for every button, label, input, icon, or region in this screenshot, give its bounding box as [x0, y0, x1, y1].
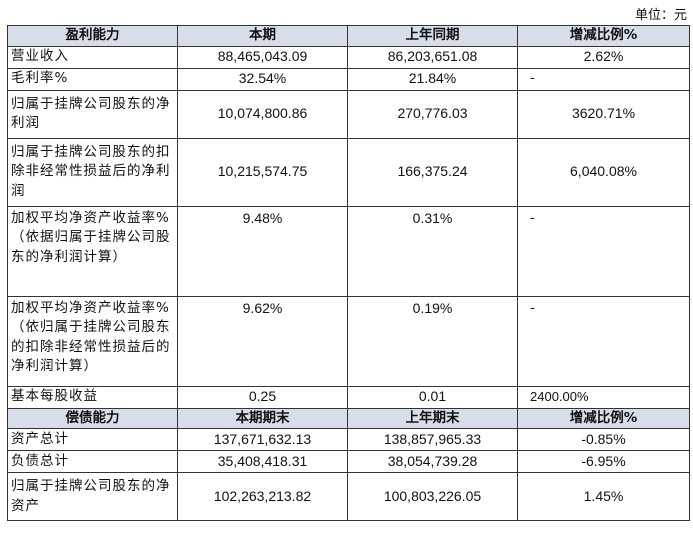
header-cell: 增减比例% — [517, 25, 690, 47]
prior-value: 21.84% — [347, 67, 518, 91]
current-value: 32.54% — [177, 67, 348, 91]
change-value: -0.85% — [517, 428, 690, 451]
current-value: 10,215,574.75 — [177, 137, 348, 207]
header-cell: 偿债能力 — [7, 407, 178, 429]
header-cell: 本期 — [177, 25, 348, 47]
row-label: 归属于挂牌公司股东的净利润 — [7, 89, 178, 139]
row-label: 基本每股收益 — [7, 385, 178, 409]
financial-table: 盈利能力 本期 上年同期 增减比例% 营业收入 88,465,043.09 86… — [7, 25, 690, 521]
header-cell: 上年同期 — [347, 25, 518, 47]
change-value: - — [517, 67, 690, 91]
current-value: 88,465,043.09 — [177, 45, 348, 69]
current-value: 9.62% — [177, 295, 348, 387]
row-label: 资产总计 — [7, 428, 178, 451]
row-label: 归属于挂牌公司股东的扣除非经常性损益后的净利润 — [7, 137, 178, 207]
prior-value: 270,776.03 — [347, 89, 518, 139]
table-row: 资产总计 137,671,632.13 138,857,965.33 -0.85… — [7, 428, 690, 451]
header-cell: 本期期末 — [177, 407, 348, 429]
table-row: 负债总计 35,408,418.31 38,054,739.28 -6.95% — [7, 450, 690, 473]
table-row: 加权平均净资产收益率%（依归属于挂牌公司股东的扣除非经常性损益后的净利润计算） … — [7, 295, 690, 387]
prior-value: 100,803,226.05 — [347, 472, 518, 521]
change-value: 3620.71% — [517, 89, 690, 139]
current-value: 35,408,418.31 — [177, 450, 348, 473]
current-value: 0.25 — [177, 385, 348, 409]
prior-value: 38,054,739.28 — [347, 450, 518, 473]
row-label: 加权平均净资产收益率%（依据归属于挂牌公司股东的净利润计算） — [7, 205, 178, 297]
change-value: 2400.00% — [517, 385, 690, 409]
table-row: 营业收入 88,465,043.09 86,203,651.08 2.62% — [7, 45, 690, 69]
table-row: 归属于挂牌公司股东的净利润 10,074,800.86 270,776.03 3… — [7, 89, 690, 139]
prior-value: 86,203,651.08 — [347, 45, 518, 69]
current-value: 102,263,213.82 — [177, 472, 348, 521]
row-label: 毛利率% — [7, 67, 178, 91]
row-label: 归属于挂牌公司股东的净资产 — [7, 472, 178, 521]
header-cell: 盈利能力 — [7, 25, 178, 47]
row-label: 营业收入 — [7, 45, 178, 69]
header-cell: 上年期末 — [347, 407, 518, 429]
row-label: 负债总计 — [7, 450, 178, 473]
table-row: 加权平均净资产收益率%（依据归属于挂牌公司股东的净利润计算） 9.48% 0.3… — [7, 205, 690, 297]
change-value: 6,040.08% — [517, 137, 690, 207]
current-value: 9.48% — [177, 205, 348, 297]
solvency-header-row: 偿债能力 本期期末 上年期末 增减比例% — [7, 407, 690, 429]
prior-value: 0.31% — [347, 205, 518, 297]
prior-value: 0.19% — [347, 295, 518, 387]
table-row: 归属于挂牌公司股东的扣除非经常性损益后的净利润 10,215,574.75 16… — [7, 137, 690, 207]
table-row: 基本每股收益 0.25 0.01 2400.00% — [7, 385, 690, 409]
prior-value: 166,375.24 — [347, 137, 518, 207]
table-row: 归属于挂牌公司股东的净资产 102,263,213.82 100,803,226… — [7, 472, 690, 521]
row-label: 加权平均净资产收益率%（依归属于挂牌公司股东的扣除非经常性损益后的净利润计算） — [7, 295, 178, 387]
unit-label: 单位：元 — [634, 8, 687, 23]
current-value: 10,074,800.86 — [177, 89, 348, 139]
change-value: -6.95% — [517, 450, 690, 473]
change-value: 2.62% — [517, 45, 690, 69]
prior-value: 138,857,965.33 — [347, 428, 518, 451]
current-value: 137,671,632.13 — [177, 428, 348, 451]
change-value: - — [517, 205, 690, 297]
table-row: 毛利率% 32.54% 21.84% - — [7, 67, 690, 91]
profit-header-row: 盈利能力 本期 上年同期 增减比例% — [7, 25, 690, 47]
change-value: - — [517, 295, 690, 387]
header-cell: 增减比例% — [517, 407, 690, 429]
prior-value: 0.01 — [347, 385, 518, 409]
change-value: 1.45% — [517, 472, 690, 521]
